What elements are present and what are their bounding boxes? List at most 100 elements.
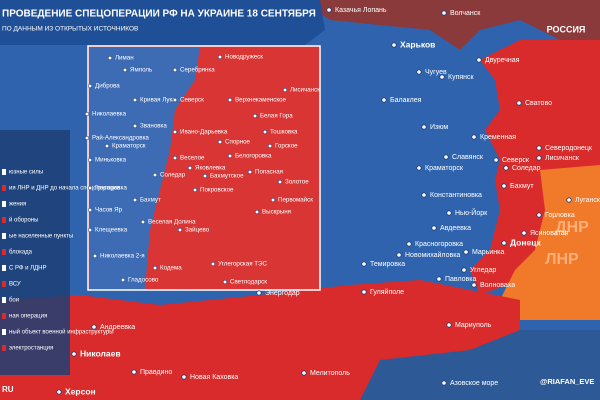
town-marker [152,172,158,178]
place-label: Нью-Йорк [455,208,488,217]
place-label: Бахмут [510,183,534,190]
place-label: Новая Каховка [190,374,238,381]
place-label: Энергодар [265,290,300,297]
town-marker [132,97,138,103]
city-marker [441,10,447,16]
town-marker [87,157,93,163]
place-label: Двуречная [485,57,520,64]
town-marker [92,253,98,259]
place-label: Луганск [575,197,600,204]
town-marker [84,111,90,117]
subtitle: ПО ДАННЫМ ИЗ ОТКРЫТЫХ ИСТОЧНИКОВ [2,26,138,33]
place-label: Правдино [140,369,172,376]
town-marker [210,261,216,267]
place-label: Ясиноватая [530,230,569,237]
legend-label: бои [9,298,19,304]
city-marker [501,240,507,246]
city-marker [256,290,262,296]
inset-label: Белая Гора [260,113,293,120]
town-marker [247,169,253,175]
inset-label: Выскрыня [262,209,291,216]
legend-label: ная операция [9,314,47,320]
town-marker [87,207,93,213]
inset-label: Зайцево [185,227,210,234]
town-marker [87,83,93,89]
legend-panel [0,130,70,375]
city-marker [381,97,387,103]
place-label: Донецк [510,237,541,247]
legend-label: ые населенные пункты [9,234,73,240]
town-marker [104,143,110,149]
town-marker [172,97,178,103]
place-label: Волноваха [480,282,515,289]
place-label: Угледар [470,267,496,274]
site: RU [2,385,14,394]
city-marker [71,351,77,357]
town-marker [227,97,233,103]
inset-ukraine-area [89,47,200,289]
town-marker [217,139,223,145]
place-label: Гуляйполе [370,288,404,296]
town-marker [87,185,93,191]
city-marker [516,100,522,106]
republic-area [500,165,600,320]
inset-label: Северск [180,97,204,104]
town-marker [107,55,113,61]
inset-label: Лисичанск [290,87,320,94]
inset-label: Ямполь [130,67,152,74]
legend-label: жения [9,202,26,208]
place-label: Лисичанск [545,155,580,162]
city-marker [301,370,307,376]
title: ПРОВЕДЕНИЕ СПЕЦОПЕРАЦИИ РФ НА УКРАИНЕ 18… [2,9,316,20]
legend-label: юзные силы [9,170,43,176]
legend-swatch [2,313,6,319]
town-marker [217,54,223,60]
town-marker [140,219,146,225]
city-marker [131,369,137,375]
legend-label: блокада [9,250,33,256]
place-label: Балаклея [390,97,422,104]
inset-label: Веселая Долина [148,219,196,226]
town-marker [172,155,178,161]
city-marker [441,380,447,386]
inset-label: Покровское [200,187,234,194]
inset-label: Яковлевка [195,165,226,172]
legend-swatch [2,169,6,175]
legend-swatch [2,329,6,335]
place-label: Константиновка [430,192,482,199]
header-band [0,0,325,45]
town-marker [172,67,178,73]
place-label: Николаев [80,348,121,358]
city-marker [493,157,499,163]
city-marker [436,276,442,282]
city-marker [406,241,412,247]
town-marker [152,265,158,271]
city-marker [471,134,477,140]
town-marker [262,129,268,135]
inset-label: Золотое [285,179,309,186]
legend-label: ный объект военной инфраструктуры [9,329,114,336]
place-label: Купянск [448,74,475,81]
place-label: Марьинка [472,249,504,256]
inset-label: Диброва [95,83,120,90]
city-marker [536,212,542,218]
inset-label: Бахмут [140,197,161,204]
city-marker [566,197,572,203]
place-label: Чугуев [425,69,447,76]
place-label: Мелитополь [310,370,350,377]
city-marker [503,165,509,171]
city-marker [536,155,542,161]
inset-label: Попасная [255,169,283,176]
legend-swatch [2,185,6,191]
place-label: Сватово [525,100,552,107]
city-marker [446,322,452,328]
place-label: Горловка [545,212,575,219]
city-marker [421,192,427,198]
legend-swatch [2,249,6,255]
place-label: Авдеевка [440,225,471,232]
city-marker [391,42,397,48]
inset-label: Миньковка [95,157,127,164]
town-marker [84,135,90,141]
town-marker [254,209,260,215]
